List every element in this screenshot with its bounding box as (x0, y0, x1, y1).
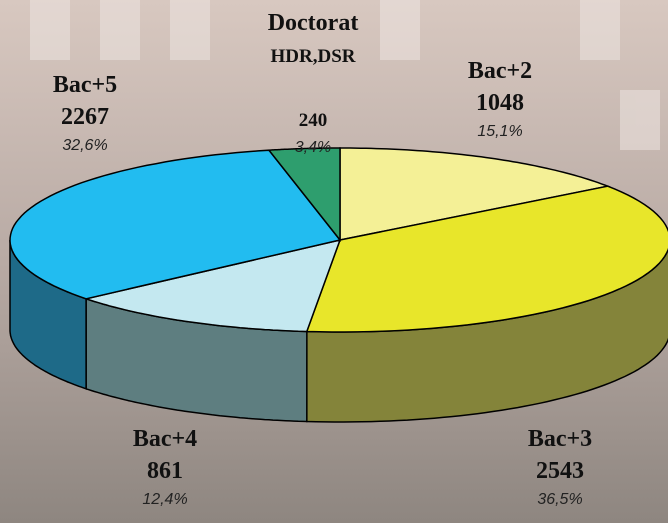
slice (267, 147, 341, 243)
slice-label: Doctorat (268, 10, 359, 36)
percent-label: 36,5% (537, 491, 582, 508)
slice (339, 147, 611, 241)
slice-label: Bac+2 (468, 58, 532, 84)
percent-label: 12,4% (142, 491, 187, 508)
slice-label: Bac+3 (528, 426, 592, 452)
value-label: 240 (299, 110, 328, 131)
percent-label: 15,1% (477, 123, 522, 140)
slice (305, 185, 668, 333)
value-label: 2543 (536, 458, 584, 484)
slice (83, 238, 342, 333)
background-windows (30, 0, 660, 150)
slice-label: Bac+5 (53, 72, 117, 98)
slice-label: HDR,DSR (271, 46, 356, 67)
value-label: 1048 (476, 90, 524, 116)
slice (9, 149, 342, 300)
slice-label: Bac+4 (133, 426, 197, 452)
value-label: 861 (147, 458, 183, 484)
value-label: 2267 (61, 104, 109, 130)
percent-label: 3,4% (295, 139, 331, 156)
percent-label: 32,6% (62, 137, 107, 154)
